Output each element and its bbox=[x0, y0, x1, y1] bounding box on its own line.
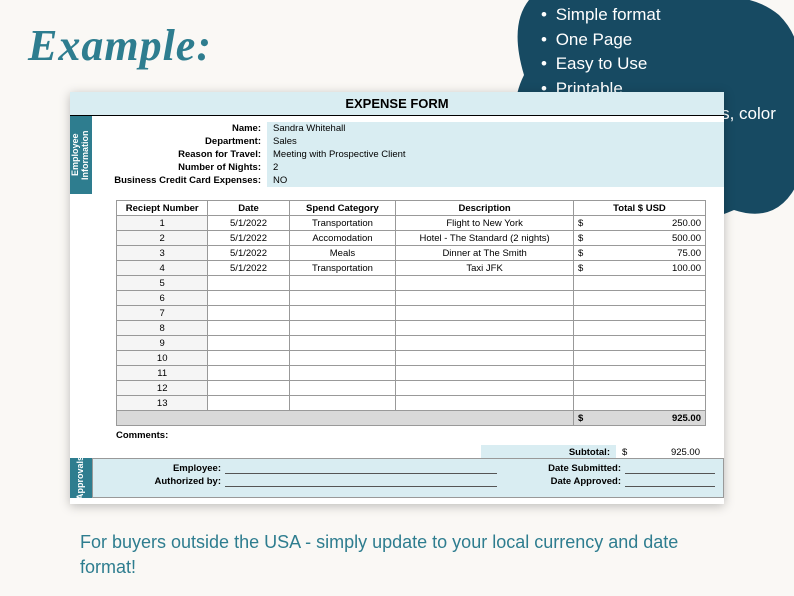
employee-fields: Name:Sandra WhitehallDepartment:SalesRea… bbox=[92, 116, 724, 194]
approvals-tab: Approvals bbox=[70, 458, 92, 498]
table-header-row: Reciept NumberDateSpend CategoryDescript… bbox=[117, 201, 706, 216]
employee-section: Employee Information Name:Sandra Whiteha… bbox=[70, 116, 724, 194]
emp-field-value[interactable]: Meeting with Prospective Client bbox=[267, 148, 724, 161]
date-approved-line[interactable] bbox=[625, 476, 715, 487]
feature-bullet: One Page bbox=[541, 28, 794, 53]
table-header: Reciept Number bbox=[117, 201, 208, 216]
feature-bullet: Simple format bbox=[541, 3, 794, 28]
table-header: Total $ USD bbox=[573, 201, 705, 216]
table-row[interactable]: 9 bbox=[117, 336, 706, 351]
emp-field-label: Department: bbox=[92, 135, 267, 148]
table-row[interactable]: 13 bbox=[117, 396, 706, 411]
emp-field-value[interactable]: Sandra Whitehall bbox=[267, 122, 724, 135]
table-row[interactable]: 12 bbox=[117, 381, 706, 396]
table-header: Spend Category bbox=[289, 201, 396, 216]
approvals-section: Approvals Employee: Date Submitted: Auth… bbox=[70, 458, 724, 498]
table-row[interactable]: 11 bbox=[117, 366, 706, 381]
table-row[interactable]: 8 bbox=[117, 321, 706, 336]
table-row[interactable]: 15/1/2022TransportationFlight to New Yor… bbox=[117, 216, 706, 231]
date-approved-label: Date Approved: bbox=[501, 476, 621, 487]
approvals-grid: Employee: Date Submitted: Authorized by:… bbox=[92, 458, 724, 498]
table-row[interactable]: 5 bbox=[117, 276, 706, 291]
grand-total-currency: $ bbox=[578, 413, 583, 424]
example-heading: Example: bbox=[28, 20, 212, 71]
table-header: Description bbox=[396, 201, 574, 216]
emp-field-label: Number of Nights: bbox=[92, 161, 267, 174]
table-row[interactable]: 7 bbox=[117, 306, 706, 321]
authorized-by-line[interactable] bbox=[225, 476, 497, 487]
table-row[interactable]: 10 bbox=[117, 351, 706, 366]
table-row[interactable]: 6 bbox=[117, 291, 706, 306]
emp-field-value[interactable]: NO bbox=[267, 174, 724, 187]
grand-total-amount: 925.00 bbox=[672, 413, 701, 424]
authorized-by-label: Authorized by: bbox=[101, 476, 221, 487]
grand-total-row: $ 925.00 bbox=[117, 411, 706, 426]
date-submitted-line[interactable] bbox=[625, 463, 715, 474]
emp-field-value[interactable]: 2 bbox=[267, 161, 724, 174]
table-row[interactable]: 25/1/2022AccomodationHotel - The Standar… bbox=[117, 231, 706, 246]
employee-sign-line[interactable] bbox=[225, 463, 497, 474]
emp-field-value[interactable]: Sales bbox=[267, 135, 724, 148]
form-title: EXPENSE FORM bbox=[70, 92, 724, 116]
expense-table-wrap: Reciept NumberDateSpend CategoryDescript… bbox=[70, 194, 724, 426]
date-submitted-label: Date Submitted: bbox=[501, 463, 621, 474]
expense-form: EXPENSE FORM Employee Information Name:S… bbox=[70, 92, 724, 504]
feature-bullet: Easy to Use bbox=[541, 52, 794, 77]
employee-tab: Employee Information bbox=[70, 116, 92, 194]
footnote: For buyers outside the USA - simply upda… bbox=[80, 530, 734, 580]
table-header: Date bbox=[208, 201, 289, 216]
table-row[interactable]: 45/1/2022TransportationTaxi JFK$100.00 bbox=[117, 261, 706, 276]
comments-label: Comments: bbox=[70, 426, 724, 441]
emp-field-label: Business Credit Card Expenses: bbox=[92, 174, 267, 187]
emp-field-label: Name: bbox=[92, 122, 267, 135]
emp-field-label: Reason for Travel: bbox=[92, 148, 267, 161]
expense-table: Reciept NumberDateSpend CategoryDescript… bbox=[116, 200, 706, 426]
table-body: 15/1/2022TransportationFlight to New Yor… bbox=[117, 216, 706, 411]
table-row[interactable]: 35/1/2022MealsDinner at The Smith$75.00 bbox=[117, 246, 706, 261]
employee-sign-label: Employee: bbox=[101, 463, 221, 474]
